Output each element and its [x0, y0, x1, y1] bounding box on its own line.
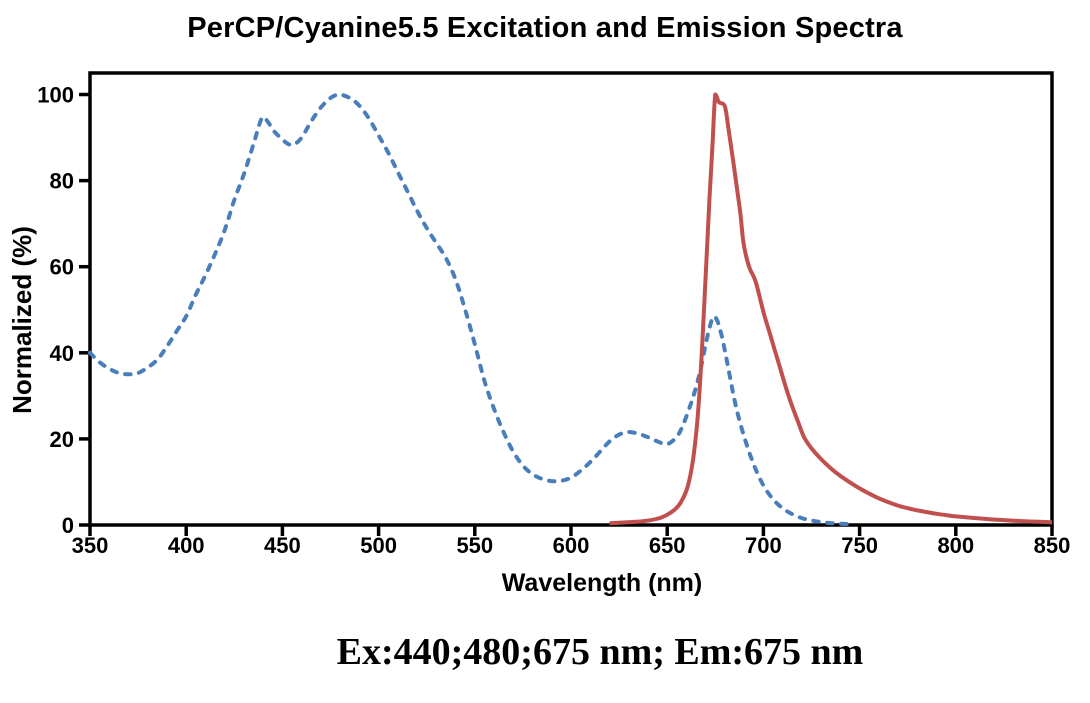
y-tick-label: 100	[37, 83, 74, 108]
x-axis-title: Wavelength (nm)	[502, 569, 702, 597]
x-tick-label: 350	[72, 533, 109, 558]
y-axis-title: Normalized (%)	[7, 226, 37, 414]
x-tick-label: 800	[937, 533, 974, 558]
x-tick-label: 600	[553, 533, 590, 558]
plot-border	[88, 71, 1054, 527]
x-tick-label: 400	[168, 533, 205, 558]
excitation-curve	[88, 92, 852, 527]
plot-frame	[88, 71, 1054, 527]
x-tick-label: 700	[745, 533, 782, 558]
axis-ticks	[79, 92, 1054, 536]
emission-curve	[609, 92, 1053, 526]
y-tick-label: 80	[50, 169, 74, 194]
axis-tick-labels: 350 400 450 500 550 600 650 700 750 800 850 0 20 40 60…	[37, 83, 1070, 558]
x-tick-label: 500	[360, 533, 397, 558]
x-tick-label: 650	[649, 533, 686, 558]
spectra-chart: 350 400 450 500 550 600 650 700 750 800 850 0 20 40 60…	[7, 71, 1070, 597]
x-tick-label: 550	[456, 533, 493, 558]
x-tick-label: 850	[1034, 533, 1071, 558]
y-tick-label: 0	[62, 513, 74, 538]
spectra-curves	[88, 92, 1053, 527]
chart-title: PerCP/Cyanine5.5 Excitation and Emission…	[187, 12, 903, 44]
x-tick-label: 450	[264, 533, 301, 558]
y-tick-label: 60	[50, 255, 74, 280]
y-tick-label: 20	[50, 427, 74, 452]
x-tick-label: 750	[841, 533, 878, 558]
spectra-caption: Ex:440;480;675 nm; Em:675 nm	[336, 631, 864, 673]
y-tick-label: 40	[50, 341, 74, 366]
